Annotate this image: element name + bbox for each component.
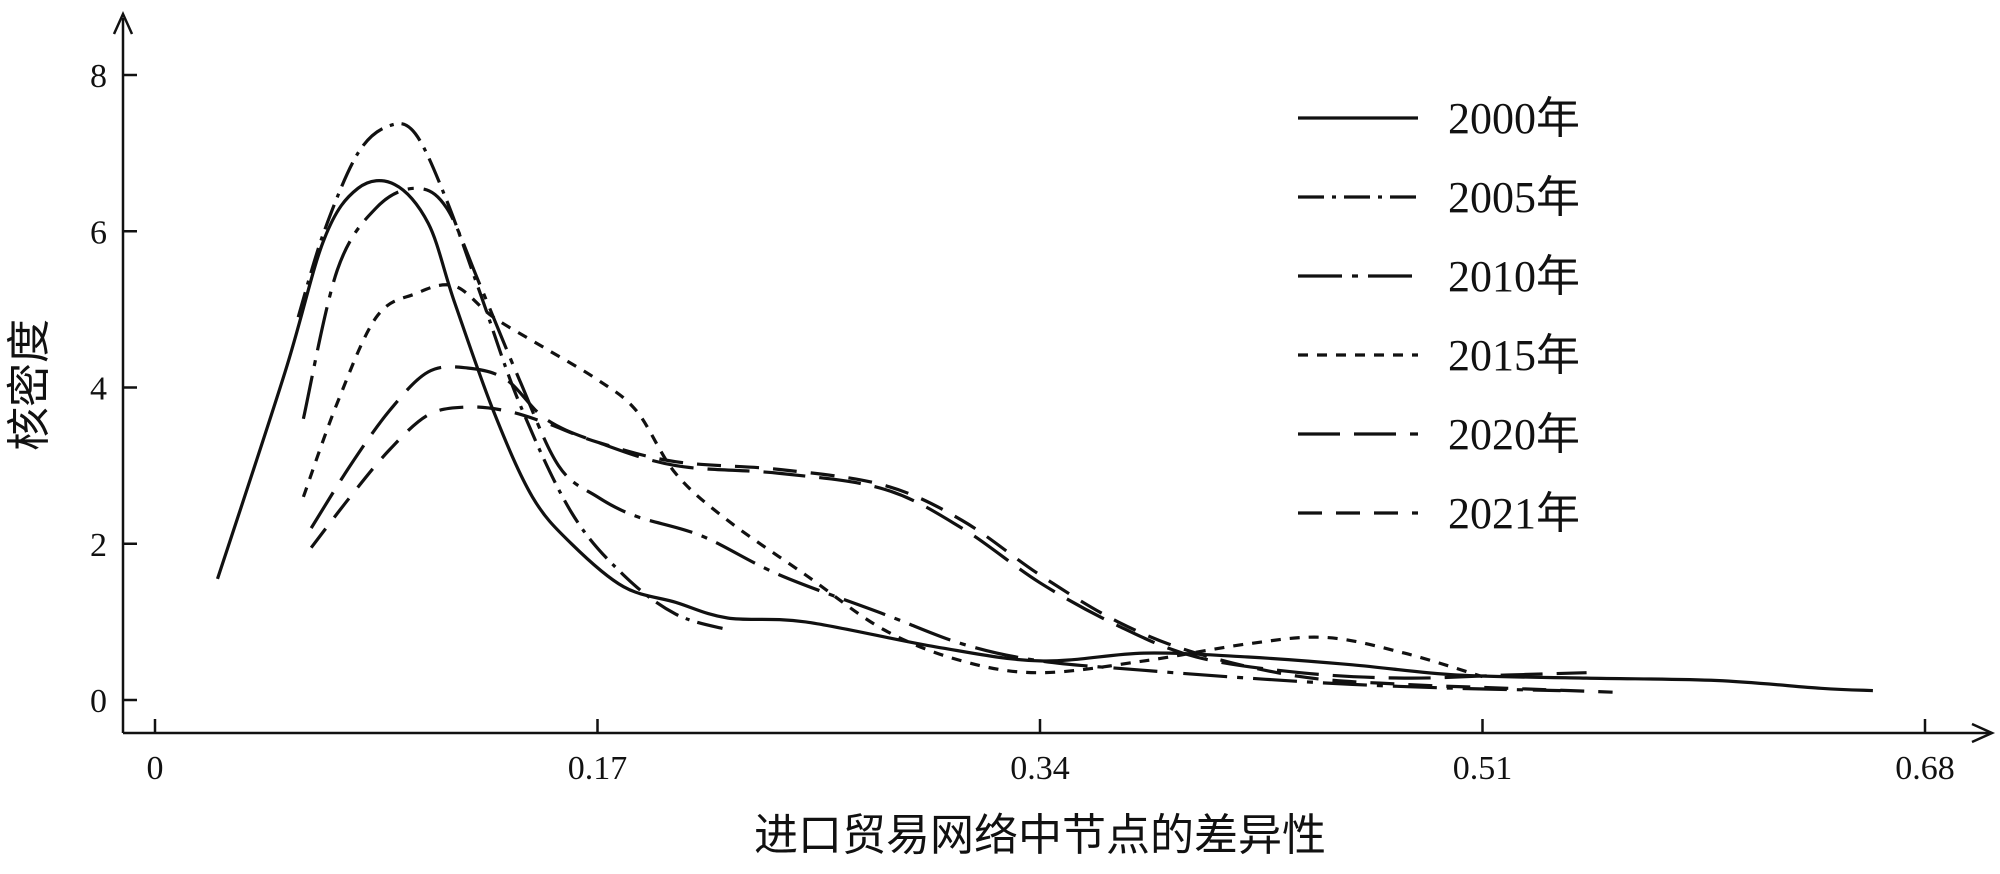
y-axis-arrow — [112, 10, 134, 35]
series-line-2000 — [215, 179, 1873, 693]
x-tick-label: 0 — [147, 750, 164, 787]
legend-label: 2005年 — [1448, 173, 1580, 222]
axes: 0 2 4 6 8 0 0.17 0.34 0.51 0.68 — [90, 10, 1996, 787]
x-axis-arrow — [1971, 722, 1996, 744]
x-tick-label: 0.51 — [1453, 750, 1513, 787]
y-tick-label: 2 — [90, 527, 107, 564]
series-line-2005 — [296, 121, 729, 632]
series-line-2010 — [301, 186, 1561, 693]
legend-label: 2020年 — [1448, 410, 1580, 459]
legend-label: 2021年 — [1448, 489, 1580, 538]
series-line-2020 — [309, 365, 1587, 680]
legend-label: 2015年 — [1448, 331, 1580, 380]
x-tick-label: 0.68 — [1895, 750, 1955, 787]
legend-item: 2005年 — [1298, 173, 1580, 222]
series-lines — [215, 121, 1873, 694]
y-tick-label: 8 — [90, 58, 107, 95]
y-tick-label: 4 — [90, 371, 107, 408]
legend-item: 2020年 — [1298, 410, 1580, 459]
legend: 2000年 2005年 2010年 2015年 2020年 2021年 — [1298, 94, 1580, 538]
legend-item: 2000年 — [1298, 94, 1580, 143]
series-line-2015 — [301, 283, 1483, 679]
legend-item: 2010年 — [1298, 252, 1580, 301]
legend-label: 2010年 — [1448, 252, 1580, 301]
y-tick-label: 6 — [90, 214, 107, 251]
legend-item: 2015年 — [1298, 331, 1580, 380]
x-tick-label: 0.34 — [1010, 750, 1070, 787]
legend-item: 2021年 — [1298, 489, 1580, 538]
y-axis-title: 核密度 — [4, 319, 55, 451]
series-line-2021 — [309, 405, 1613, 694]
x-axis-title: 进口贸易网络中节点的差异性 — [754, 810, 1326, 861]
x-tick-label: 0.17 — [568, 750, 628, 787]
legend-label: 2000年 — [1448, 94, 1580, 143]
y-tick-label: 0 — [90, 683, 107, 720]
